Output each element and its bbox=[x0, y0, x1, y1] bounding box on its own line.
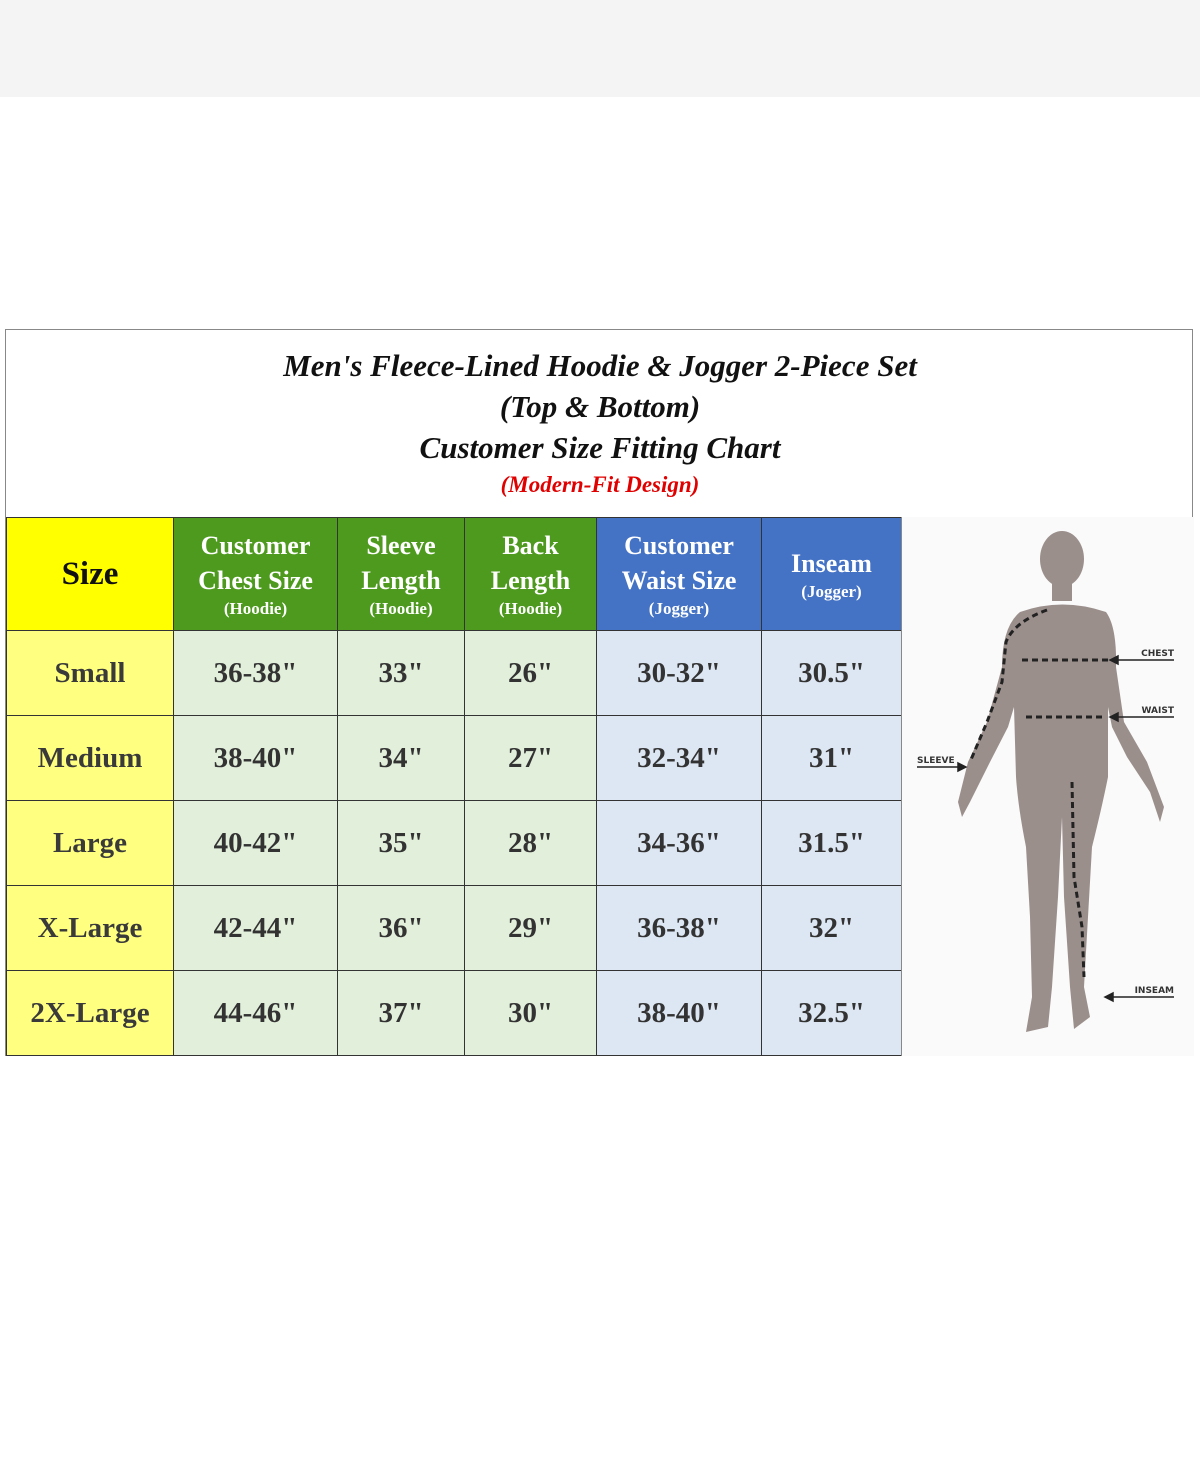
body-measurement-figure: CHEST WAIST SLEEVE INSEAM bbox=[901, 517, 1194, 1056]
cell-size: Small bbox=[6, 630, 174, 716]
body-silhouette bbox=[958, 531, 1164, 1032]
header-back: Back Length (Hoodie) bbox=[464, 517, 597, 631]
cell-sleeve: 35" bbox=[337, 800, 465, 886]
chart-title-block: Men's Fleece-Lined Hoodie & Jogger 2-Pie… bbox=[6, 330, 1194, 518]
cell-chest: 38-40" bbox=[173, 715, 338, 801]
header-size: Size bbox=[6, 517, 174, 631]
table-row: 2X-Large 44-46" 37" 30" 38-40" 32.5" bbox=[6, 970, 902, 1056]
table-row: Large 40-42" 35" 28" 34-36" 31.5" bbox=[6, 800, 902, 886]
cell-waist: 36-38" bbox=[596, 885, 762, 971]
cell-chest: 36-38" bbox=[173, 630, 338, 716]
header-label: Customer Waist Size bbox=[621, 531, 737, 595]
header-label: Customer Chest Size bbox=[198, 531, 313, 595]
cell-chest: 40-42" bbox=[173, 800, 338, 886]
cell-chest: 44-46" bbox=[173, 970, 338, 1056]
cell-sleeve: 36" bbox=[337, 885, 465, 971]
header-row: Size Customer Chest Size (Hoodie) Sleeve … bbox=[6, 517, 902, 631]
header-chest: Customer Chest Size (Hoodie) bbox=[173, 517, 338, 631]
cell-back: 27" bbox=[464, 715, 597, 801]
header-sublabel: (Hoodie) bbox=[223, 599, 288, 618]
cell-inseam: 30.5" bbox=[761, 630, 902, 716]
header-sublabel: (Hoodie) bbox=[369, 599, 433, 618]
cell-sleeve: 34" bbox=[337, 715, 465, 801]
title-line-2: (Top & Bottom) bbox=[499, 389, 701, 424]
cell-size: Large bbox=[6, 800, 174, 886]
cell-waist: 38-40" bbox=[596, 970, 762, 1056]
header-sublabel: (Jogger) bbox=[801, 581, 862, 601]
table-row: Medium 38-40" 34" 27" 32-34" 31" bbox=[6, 715, 902, 801]
header-sublabel: (Hoodie) bbox=[498, 599, 563, 618]
cell-waist: 32-34" bbox=[596, 715, 762, 801]
cell-size: 2X-Large bbox=[6, 970, 174, 1056]
header-label: Sleeve Length bbox=[361, 531, 441, 595]
label-chest: CHEST bbox=[1141, 649, 1175, 659]
cell-inseam: 31.5" bbox=[761, 800, 902, 886]
header-inseam: Inseam (Jogger) bbox=[761, 517, 902, 631]
cell-inseam: 32.5" bbox=[761, 970, 902, 1056]
size-chart: Men's Fleece-Lined Hoodie & Jogger 2-Pie… bbox=[5, 329, 1194, 1056]
cell-chest: 42-44" bbox=[173, 885, 338, 971]
cell-inseam: 31" bbox=[761, 715, 902, 801]
header-label: Inseam bbox=[791, 548, 872, 578]
cell-back: 28" bbox=[464, 800, 597, 886]
table-row: Small 36-38" 33" 26" 30-32" 30.5" bbox=[6, 630, 902, 716]
subtitle: (Modern-Fit Design) bbox=[500, 472, 700, 497]
label-waist: WAIST bbox=[1142, 706, 1175, 716]
arrows bbox=[917, 654, 1174, 1003]
cell-sleeve: 33" bbox=[337, 630, 465, 716]
size-table: Size Customer Chest Size (Hoodie) Sleeve … bbox=[6, 517, 902, 1056]
label-inseam: INSEAM bbox=[1135, 986, 1174, 996]
top-bar bbox=[0, 0, 1200, 97]
cell-back: 30" bbox=[464, 970, 597, 1056]
cell-size: X-Large bbox=[6, 885, 174, 971]
cell-size: Medium bbox=[6, 715, 174, 801]
cell-back: 29" bbox=[464, 885, 597, 971]
cell-waist: 34-36" bbox=[596, 800, 762, 886]
cell-sleeve: 37" bbox=[337, 970, 465, 1056]
table-row: X-Large 42-44" 36" 29" 36-38" 32" bbox=[6, 885, 902, 971]
measure-lines bbox=[968, 608, 1110, 978]
title-line-3: Customer Size Fitting Chart bbox=[419, 430, 781, 465]
header-sublabel: (Jogger) bbox=[648, 599, 710, 618]
header-label: Back Length bbox=[490, 531, 571, 595]
cell-back: 26" bbox=[464, 630, 597, 716]
header-sleeve: Sleeve Length (Hoodie) bbox=[337, 517, 465, 631]
label-sleeve: SLEEVE bbox=[917, 756, 955, 766]
cell-inseam: 32" bbox=[761, 885, 902, 971]
header-waist: Customer Waist Size (Jogger) bbox=[596, 517, 762, 631]
title-line-1: Men's Fleece-Lined Hoodie & Jogger 2-Pie… bbox=[283, 348, 917, 383]
cell-waist: 30-32" bbox=[596, 630, 762, 716]
